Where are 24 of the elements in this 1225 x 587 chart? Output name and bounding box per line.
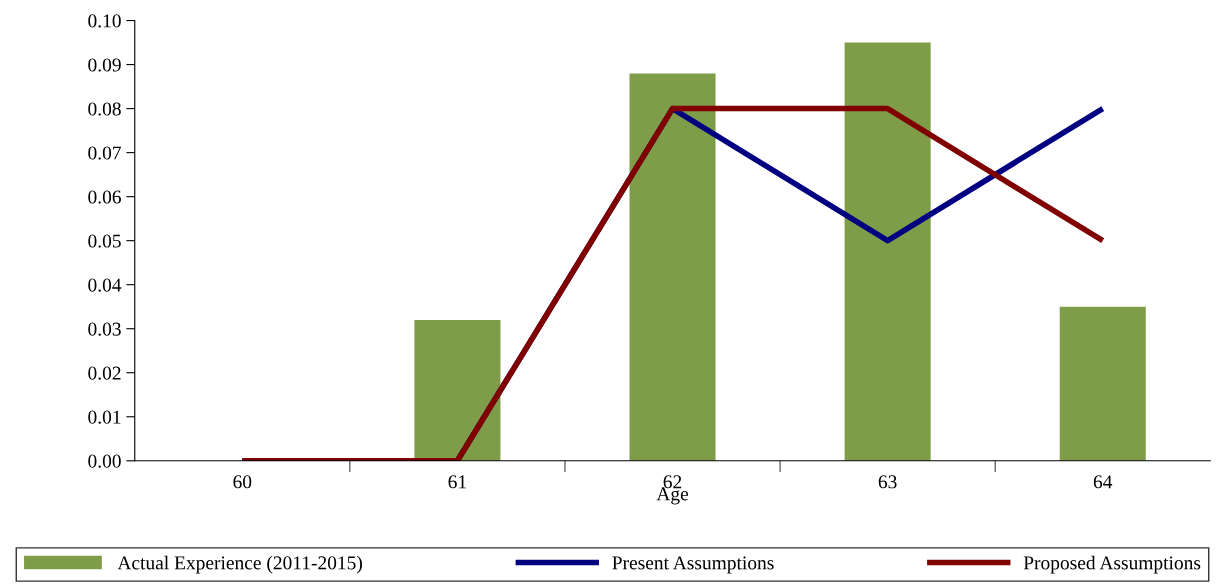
x-tick-label: 60 <box>233 475 252 489</box>
x-tick-label: 64 <box>1093 475 1113 489</box>
y-tick-label: 0.01 <box>88 410 121 424</box>
y-tick-label: 0.03 <box>88 322 121 336</box>
y-tick-label: 0.10 <box>88 14 121 28</box>
y-tick-label: 0.08 <box>88 102 121 116</box>
y-tick-label: 0.06 <box>88 190 121 204</box>
y-tick-label: 0.00 <box>88 454 121 468</box>
y-tick-label: 0.02 <box>88 366 121 380</box>
legend-label: Proposed Assumptions <box>1023 555 1201 574</box>
bar <box>1059 306 1146 461</box>
y-tick-label: 0.07 <box>88 146 121 160</box>
bar <box>414 319 501 461</box>
y-tick-label: 0.05 <box>88 234 121 248</box>
y-tick-label: 0.04 <box>88 278 122 292</box>
x-tick-label: 61 <box>448 475 466 489</box>
bar <box>844 42 931 461</box>
legend-label: Present Assumptions <box>612 556 774 574</box>
x-tick-label: 62 <box>663 475 682 489</box>
x-axis-title: Age <box>656 487 689 505</box>
legend-label: Actual Experience (2011-2015) <box>117 555 362 574</box>
bar <box>629 73 716 461</box>
y-tick-label: 0.09 <box>88 58 121 72</box>
x-tick-label: 63 <box>878 475 897 489</box>
